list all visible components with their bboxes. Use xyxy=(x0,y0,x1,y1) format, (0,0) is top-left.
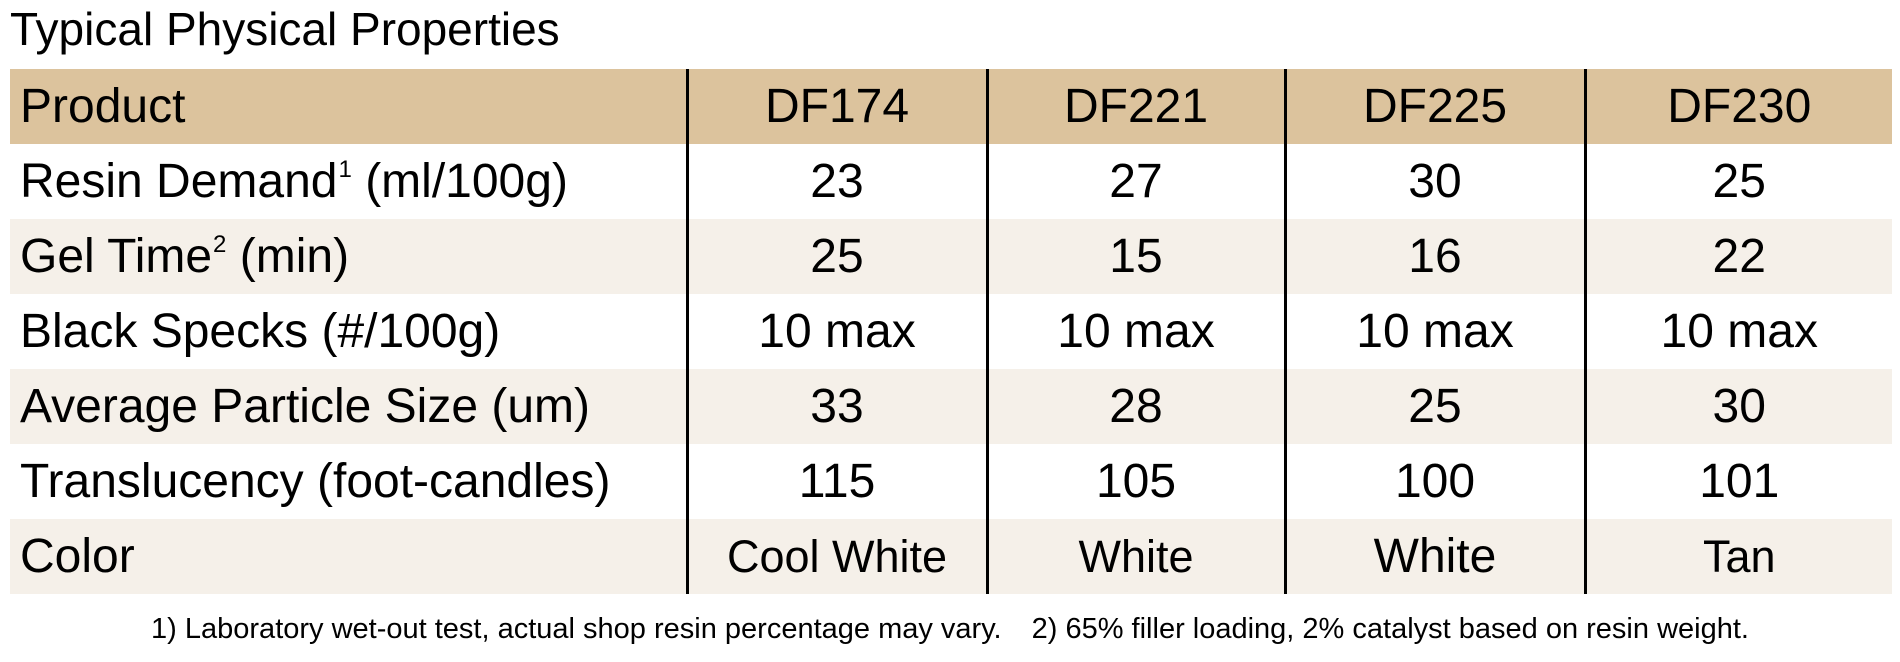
table-row-gel-time: Gel Time2 (min) 25 15 16 22 xyxy=(10,219,1892,294)
row-label: Black Specks (#/100g) xyxy=(20,305,501,358)
table-cell: 10 max xyxy=(1583,294,1892,369)
header-product-label: Product xyxy=(20,80,186,133)
row-label-text: Resin Demand xyxy=(20,155,338,208)
table-cell: 10 max xyxy=(1283,294,1585,369)
header-product-df221: DF221 xyxy=(985,69,1285,144)
table-cell: 10 max xyxy=(685,294,987,369)
row-label: Color xyxy=(20,530,135,583)
footnote-1: 1) Laboratory wet-out test, actual shop … xyxy=(151,613,1002,645)
table-cell: 30 xyxy=(1283,144,1585,219)
table-cell: White xyxy=(1283,519,1585,594)
table-cell: Tan xyxy=(1583,519,1892,594)
table-cell: 22 xyxy=(1583,219,1892,294)
table-cell: 25 xyxy=(685,219,987,294)
table-row-particle-size: Average Particle Size (um) 33 28 25 30 xyxy=(10,369,1892,444)
footnotes: 1) Laboratory wet-out test, actual shop … xyxy=(0,613,1900,646)
page-title: Typical Physical Properties xyxy=(10,3,560,55)
table-cell: 25 xyxy=(1583,144,1892,219)
table-cell: 23 xyxy=(685,144,987,219)
table-row-translucency: Translucency (foot-candles) 115 105 100 … xyxy=(10,444,1892,519)
table-cell: 115 xyxy=(685,444,987,519)
table-cell: 28 xyxy=(985,369,1285,444)
row-label: Average Particle Size (um) xyxy=(20,380,590,433)
header-product-df230: DF230 xyxy=(1583,69,1892,144)
table-cell: 100 xyxy=(1283,444,1585,519)
row-label: Resin Demand1 (ml/100g) xyxy=(10,144,687,219)
row-label: Gel Time2 (min) xyxy=(10,219,687,294)
header-product-df174: DF174 xyxy=(685,69,987,144)
table-cell: White xyxy=(985,519,1285,594)
table-row-black-specks: Black Specks (#/100g) 10 max 10 max 10 m… xyxy=(10,294,1892,369)
table-cell: 101 xyxy=(1583,444,1892,519)
row-label-unit: (ml/100g) xyxy=(365,155,568,208)
properties-table: Product DF174 DF221 DF225 DF230 Resin De… xyxy=(10,69,1892,594)
table-cell: 30 xyxy=(1583,369,1892,444)
footnote-2: 2) 65% filler loading, 2% catalyst based… xyxy=(1031,613,1749,645)
table-cell: 33 xyxy=(685,369,987,444)
table-header-row: Product DF174 DF221 DF225 DF230 xyxy=(10,69,1892,144)
footnote-ref: 1 xyxy=(338,156,352,183)
table-cell: 10 max xyxy=(985,294,1285,369)
table-cell: 27 xyxy=(985,144,1285,219)
table-cell: 15 xyxy=(985,219,1285,294)
row-label: Translucency (foot-candles) xyxy=(20,455,611,508)
footnote-ref: 2 xyxy=(213,231,227,258)
header-product-df225: DF225 xyxy=(1283,69,1585,144)
table-cell: Cool White xyxy=(685,519,987,594)
row-label-text: Gel Time xyxy=(20,230,213,283)
row-label-unit: (min) xyxy=(239,230,350,283)
table-row-resin-demand: Resin Demand1 (ml/100g) 23 27 30 25 xyxy=(10,144,1892,219)
table-cell: 105 xyxy=(985,444,1285,519)
table-cell: 25 xyxy=(1283,369,1585,444)
table-cell: 16 xyxy=(1283,219,1585,294)
table-row-color: Color Cool White White White Tan xyxy=(10,519,1892,594)
